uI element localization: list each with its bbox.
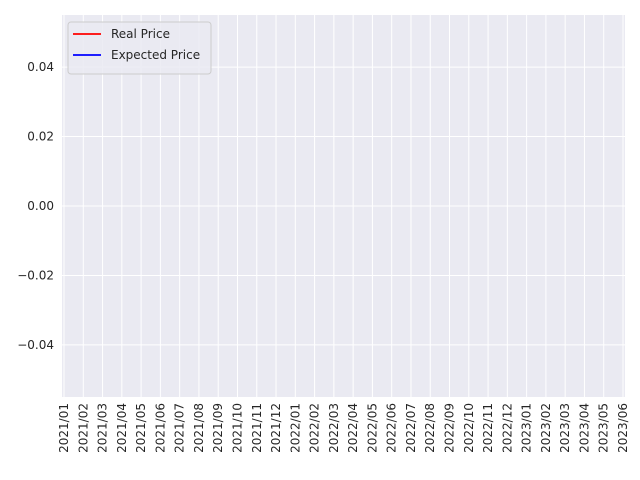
x-tick-label: 2022/03 — [327, 403, 341, 453]
x-tick-label: 2023/04 — [577, 403, 591, 453]
y-tick-label: 0.04 — [27, 60, 54, 74]
x-tick-label: 2021/11 — [250, 403, 264, 453]
legend-label: Real Price — [111, 27, 170, 41]
x-tick-label: 2021/07 — [173, 403, 187, 453]
x-tick-label: 2022/06 — [385, 403, 399, 453]
legend-label: Expected Price — [111, 48, 200, 62]
y-tick-label: 0.02 — [27, 130, 54, 144]
x-tick-label: 2022/01 — [288, 403, 302, 453]
legend: Real Price Expected Price — [67, 21, 212, 75]
x-tick-label: 2022/04 — [346, 403, 360, 453]
x-tick-label: 2022/11 — [481, 403, 495, 453]
x-tick-label: 2022/12 — [500, 403, 514, 453]
x-tick-label: 2021/01 — [57, 403, 71, 453]
x-tick-label: 2021/03 — [96, 403, 110, 453]
x-tick-label: 2021/05 — [134, 403, 148, 453]
x-tick-label: 2022/02 — [308, 403, 322, 453]
x-tick-label: 2022/09 — [443, 403, 457, 453]
x-tick-label: 2023/01 — [520, 403, 534, 453]
x-tick-label: 2022/07 — [404, 403, 418, 453]
x-tick-label: 2021/09 — [211, 403, 225, 453]
y-tick-label: 0.00 — [27, 199, 54, 213]
x-tick-label: 2023/06 — [616, 403, 630, 453]
x-tick-label: 2021/04 — [115, 403, 129, 453]
x-tick-label: 2022/05 — [365, 403, 379, 453]
y-tick-label: −0.04 — [17, 338, 54, 352]
x-tick-label: 2022/08 — [423, 403, 437, 453]
y-tick-label: −0.02 — [17, 268, 54, 282]
x-tick-label: 2021/10 — [230, 403, 244, 453]
x-tick-label: 2022/10 — [462, 403, 476, 453]
y-axis-tick-labels: −0.04 −0.02 0.00 0.02 0.04 — [17, 60, 54, 352]
grid-lines — [62, 15, 625, 397]
legend-box — [67, 21, 212, 75]
x-tick-label: 2023/05 — [597, 403, 611, 453]
x-axis-tick-labels: 2021/01 2021/02 2021/03 2021/04 2021/05 2021/… — [57, 403, 630, 453]
x-tick-label: 2023/03 — [558, 403, 572, 453]
x-tick-label: 2021/12 — [269, 403, 283, 453]
x-tick-label: 2021/06 — [153, 403, 167, 453]
x-tick-label: 2023/02 — [539, 403, 553, 453]
x-tick-label: 2021/08 — [192, 403, 206, 453]
x-tick-label: 2021/02 — [76, 403, 90, 453]
